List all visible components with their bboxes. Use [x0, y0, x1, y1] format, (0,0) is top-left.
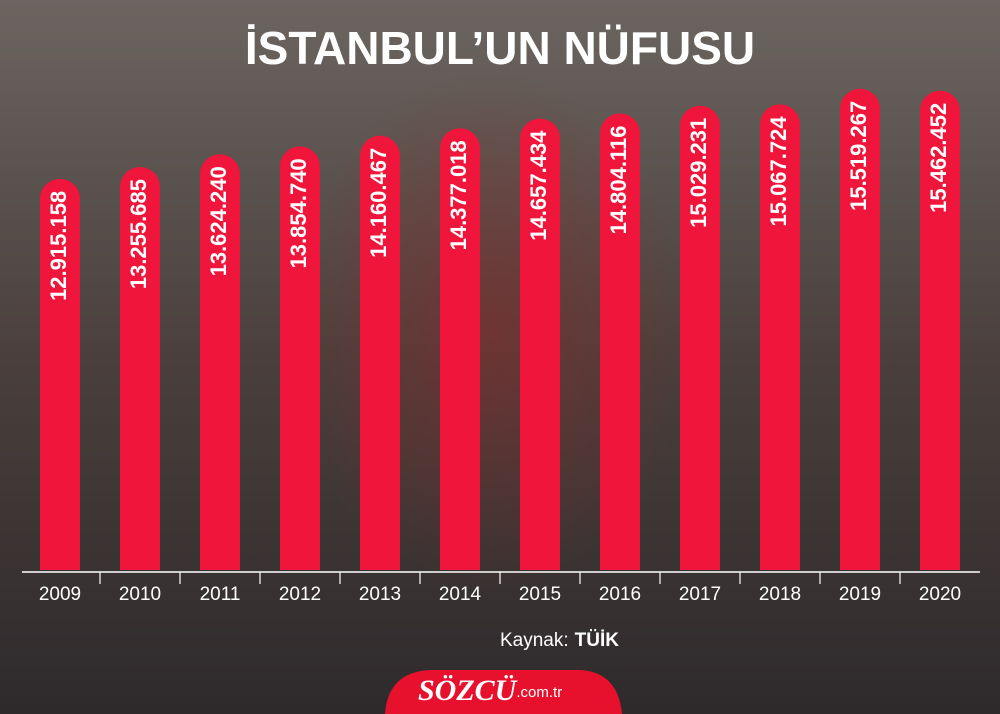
bars: 12.915.158 2009 13.255.685 2010 13.624.240 20…: [39, 88, 961, 605]
value-label: 15.519.267: [846, 101, 871, 211]
logo-domain: .com.tr: [516, 684, 562, 701]
x-tick-label: 2017: [679, 584, 721, 605]
value-label: 13.854.740: [286, 158, 311, 268]
bar: [40, 178, 80, 570]
bar: [520, 118, 560, 570]
source: Kaynak: TÜİK: [500, 630, 619, 651]
value-label: 12.915.158: [46, 191, 71, 301]
logo-name: SÖZCÜ: [418, 674, 518, 707]
value-label: 14.160.467: [366, 148, 391, 258]
bar: [440, 128, 480, 571]
x-tick-label: 2014: [439, 584, 482, 605]
bar: [280, 146, 320, 571]
bar: [680, 105, 720, 570]
bar: [760, 104, 800, 570]
x-tick-label: 2015: [519, 584, 561, 605]
value-label: 14.377.018: [446, 140, 471, 250]
source-label: Kaynak:: [500, 630, 569, 651]
bar: [360, 135, 400, 570]
logo-badge: [385, 670, 622, 714]
source-value: TÜİK: [575, 630, 620, 651]
value-label: 15.029.231: [686, 118, 711, 228]
bar: [120, 167, 160, 571]
bar: [600, 113, 640, 570]
x-tick-label: 2016: [599, 584, 641, 605]
x-tick-label: 2011: [200, 584, 241, 605]
x-tick-label: 2019: [839, 584, 881, 605]
value-label: 15.462.452: [926, 103, 951, 213]
value-label: 14.657.434: [526, 130, 551, 241]
x-tick-label: 2018: [759, 584, 801, 605]
value-label: 14.804.116: [606, 126, 631, 235]
value-label: 15.067.724: [766, 116, 791, 227]
x-tick-label: 2009: [39, 584, 81, 605]
value-label: 13.624.240: [206, 166, 231, 276]
x-tick-label: 2010: [119, 584, 161, 605]
x-tick-label: 2020: [919, 584, 961, 605]
bar: [840, 88, 880, 571]
bar: [920, 90, 960, 570]
logo: SÖZCÜ.com.tr: [418, 674, 562, 707]
chart-title: İSTANBUL’UN NÜFUSU: [245, 22, 755, 74]
value-label: 13.255.685: [126, 179, 151, 289]
x-tick-label: 2012: [279, 584, 321, 605]
bar: [200, 154, 240, 570]
x-tick-label: 2013: [359, 584, 401, 605]
